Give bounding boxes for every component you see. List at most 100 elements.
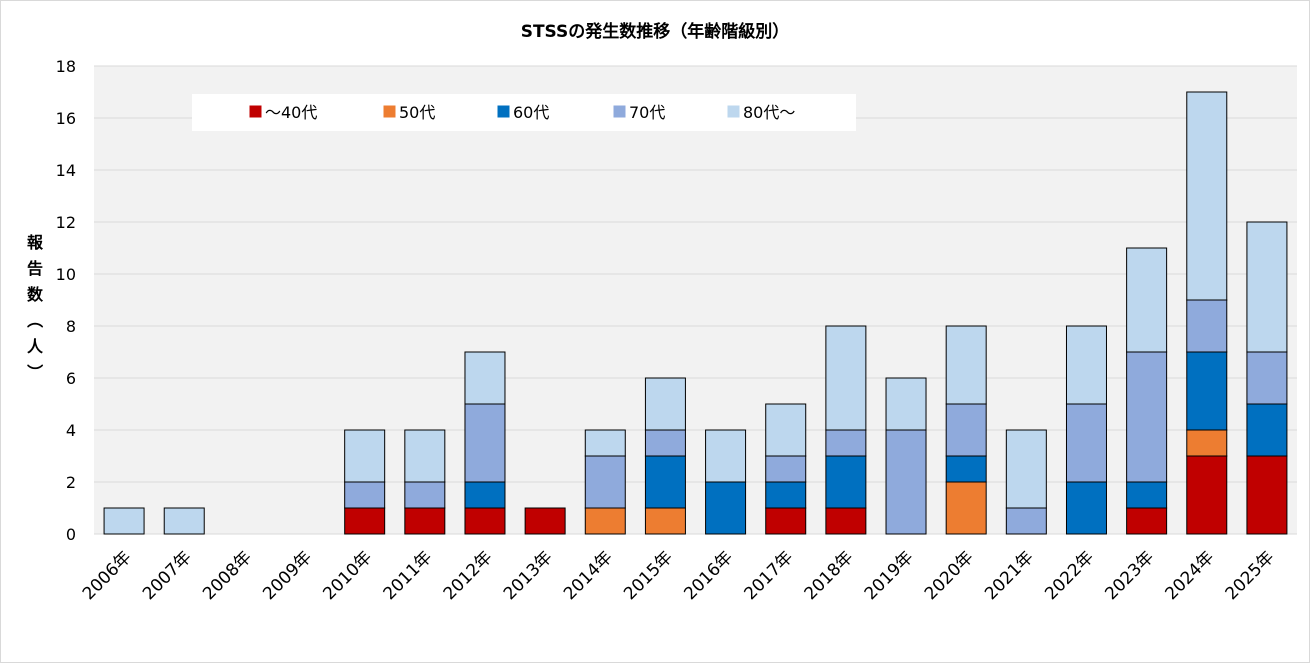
bar-segment bbox=[644, 455, 686, 509]
x-tick-label: 2015年 bbox=[620, 547, 677, 604]
x-tick-label: 2013年 bbox=[500, 547, 557, 604]
bar-segment bbox=[1065, 481, 1107, 535]
x-tick-label: 2006年 bbox=[79, 547, 136, 604]
legend-swatch bbox=[497, 105, 510, 118]
bar-segment bbox=[103, 507, 145, 535]
bar-segment bbox=[344, 507, 386, 535]
bar-segment bbox=[464, 507, 506, 535]
x-tick-label: 2019年 bbox=[861, 547, 918, 604]
bar-segment bbox=[464, 481, 506, 509]
bar-segment bbox=[765, 481, 807, 509]
gridlines bbox=[94, 65, 1297, 535]
x-tick-label: 2020年 bbox=[921, 547, 978, 604]
x-axis: 2006年 2007年 2008年 2009年 2010年 2011年 2012年 2013年… bbox=[79, 547, 1279, 604]
y-tick-label: 14 bbox=[56, 161, 76, 180]
bar-segment bbox=[344, 481, 386, 509]
legend: ～40代 50代 60代 70代 80代～ bbox=[192, 94, 856, 131]
bar-segment bbox=[1246, 221, 1288, 353]
bar-segment bbox=[163, 507, 205, 535]
bar-segment bbox=[1186, 455, 1228, 535]
x-tick-label: 2025年 bbox=[1222, 547, 1279, 604]
bar-segment bbox=[705, 481, 747, 535]
x-tick-label: 2014年 bbox=[560, 547, 617, 604]
bar-segment bbox=[825, 325, 867, 431]
y-axis: 0 2 4 6 8 10 12 14 16 18 bbox=[56, 57, 76, 544]
bar-segment bbox=[1246, 351, 1288, 405]
bars bbox=[103, 91, 1288, 535]
bar-segment bbox=[1186, 91, 1228, 301]
bar-segment bbox=[885, 377, 927, 431]
y-axis-label-char: 告 bbox=[27, 259, 43, 278]
x-tick-label: 2024年 bbox=[1162, 547, 1219, 604]
x-tick-label: 2021年 bbox=[981, 547, 1038, 604]
bar-segment bbox=[825, 507, 867, 535]
bar-segment bbox=[644, 429, 686, 457]
bar-segment bbox=[1126, 247, 1168, 353]
bar-segment bbox=[1246, 455, 1288, 535]
bar-segment bbox=[885, 429, 927, 535]
x-tick-label: 2007年 bbox=[139, 547, 196, 604]
bar-segment bbox=[1005, 429, 1047, 509]
bar-segment bbox=[584, 507, 626, 535]
plot-area bbox=[94, 66, 1297, 534]
bar-segment bbox=[1246, 403, 1288, 457]
bar-segment bbox=[584, 429, 626, 457]
bar-segment bbox=[705, 429, 747, 483]
bar-segment bbox=[404, 481, 446, 509]
bar-segment bbox=[1126, 507, 1168, 535]
bar-segment bbox=[404, 429, 446, 483]
y-tick-label: 0 bbox=[66, 525, 76, 544]
legend-label: 80代～ bbox=[743, 103, 795, 122]
y-tick-label: 18 bbox=[56, 57, 76, 76]
bar-segment bbox=[945, 325, 987, 405]
bar-segment bbox=[765, 455, 807, 483]
bar-segment bbox=[765, 403, 807, 457]
bar-segment bbox=[464, 403, 506, 483]
legend-label: 60代 bbox=[513, 103, 549, 122]
x-tick-label: 2022年 bbox=[1041, 547, 1098, 604]
bar-segment bbox=[825, 429, 867, 457]
bar-segment bbox=[945, 481, 987, 535]
y-axis-label-char: ） bbox=[25, 364, 44, 380]
y-tick-label: 10 bbox=[56, 265, 76, 284]
legend-background bbox=[192, 94, 856, 131]
y-axis-label-char: 人 bbox=[27, 337, 44, 356]
bar-segment bbox=[1005, 507, 1047, 535]
y-tick-label: 2 bbox=[66, 473, 76, 492]
bar-segment bbox=[945, 455, 987, 483]
bar-segment bbox=[765, 507, 807, 535]
legend-label: ～40代 bbox=[265, 103, 317, 122]
bar-segment bbox=[524, 507, 566, 535]
bar-segment bbox=[584, 455, 626, 509]
bar-segment bbox=[1186, 299, 1228, 353]
y-axis-label-char: （ bbox=[25, 312, 44, 328]
y-tick-label: 6 bbox=[66, 369, 76, 388]
y-tick-label: 4 bbox=[66, 421, 76, 440]
x-tick-label: 2023年 bbox=[1101, 547, 1158, 604]
x-tick-label: 2008年 bbox=[199, 547, 256, 604]
x-tick-label: 2017年 bbox=[741, 547, 798, 604]
bar-segment bbox=[1186, 351, 1228, 431]
legend-label: 70代 bbox=[629, 103, 665, 122]
bar-segment bbox=[344, 429, 386, 483]
y-axis-label-char: 数 bbox=[27, 285, 44, 304]
bar-segment bbox=[1065, 325, 1107, 405]
bar-segment bbox=[1186, 429, 1228, 457]
bar-segment bbox=[1065, 403, 1107, 483]
bar-segment bbox=[1126, 351, 1168, 483]
bar-segment bbox=[825, 455, 867, 509]
y-axis-label-char: 報 bbox=[27, 233, 44, 252]
bar-segment bbox=[404, 507, 446, 535]
x-tick-label: 2012年 bbox=[440, 547, 497, 604]
x-tick-label: 2011年 bbox=[380, 547, 437, 604]
x-tick-label: 2010年 bbox=[319, 547, 376, 604]
y-tick-label: 12 bbox=[56, 213, 76, 232]
y-tick-label: 8 bbox=[66, 317, 76, 336]
bar-segment bbox=[945, 403, 987, 457]
legend-label: 50代 bbox=[399, 103, 435, 122]
bar-segment bbox=[644, 507, 686, 535]
legend-swatch bbox=[613, 105, 626, 118]
bar-segment bbox=[644, 377, 686, 431]
